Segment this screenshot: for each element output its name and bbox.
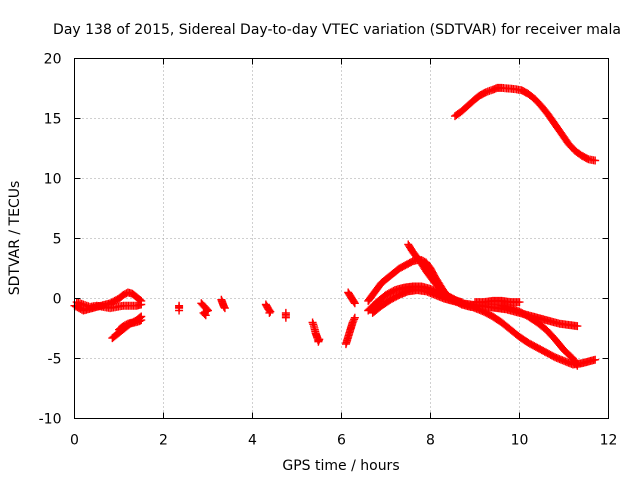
y-tick-label: 0: [53, 292, 62, 308]
grid: [74, 58, 609, 419]
data-point: [315, 335, 324, 344]
data-point: [175, 306, 184, 315]
x-tick-label: 6: [337, 433, 346, 449]
data-point: [281, 313, 290, 322]
data-point: [350, 298, 359, 307]
x-tick-label: 4: [248, 433, 257, 449]
data-point: [572, 360, 581, 369]
series-track-morning-b: [72, 298, 146, 313]
data-point: [515, 298, 524, 307]
x-tick-label: 0: [70, 433, 79, 449]
series-track-cluster-2.9: [197, 299, 212, 320]
data-point: [266, 307, 275, 316]
data-point: [220, 302, 229, 311]
series-track-morning-d: [115, 312, 146, 334]
x-tick-label: 8: [426, 433, 435, 449]
x-tick-label: 12: [600, 433, 618, 449]
data-point: [350, 315, 359, 324]
data-point: [201, 311, 210, 320]
data-point: [137, 300, 146, 309]
y-tick-label: -5: [48, 352, 62, 368]
series-track-cluster-6.2-b: [341, 313, 359, 349]
data-points: [70, 83, 600, 370]
y-tick-label: 10: [44, 172, 62, 188]
series-track-cluster-3.3: [217, 295, 229, 313]
data-point: [573, 322, 582, 331]
series-track-evening-flat: [471, 296, 524, 307]
data-point: [350, 313, 359, 322]
data-point: [220, 304, 229, 313]
y-axis-label: SDTVAR / TECUs: [7, 181, 23, 296]
chart-title: Day 138 of 2015, Sidereal Day-to-day VTE…: [53, 22, 621, 38]
axis-ticks: [74, 58, 609, 419]
x-tick-labels: 0 2 4 6 8 10 12: [70, 433, 617, 449]
series-track-evening-drop: [497, 301, 582, 370]
data-point: [265, 308, 274, 317]
data-point: [573, 361, 582, 370]
series-track-cluster-4.75: [281, 308, 290, 322]
data-point: [137, 312, 146, 321]
data-point: [136, 313, 145, 322]
series-track-evening-low: [368, 286, 582, 331]
series-track-cluster-6.2-a: [344, 288, 359, 308]
series-track-cluster-2.3: [175, 301, 184, 315]
data-point: [200, 310, 209, 319]
y-tick-label: 20: [44, 52, 62, 68]
y-tick-label: 5: [53, 232, 62, 248]
x-axis-label: GPS time / hours: [282, 458, 399, 474]
x-tick-label: 10: [511, 433, 529, 449]
data-point: [591, 156, 600, 165]
x-tick-label: 2: [159, 433, 168, 449]
y-tick-label: -10: [39, 412, 62, 428]
y-tick-label: 15: [44, 112, 62, 128]
data-point: [350, 299, 359, 308]
data-point: [591, 355, 600, 364]
series-track-high-evening: [450, 83, 600, 165]
series-track-cluster-4.35: [261, 300, 275, 317]
series-track-cluster-5.45: [308, 318, 324, 346]
y-tick-labels: -10 -5 0 5 10 15 20: [39, 52, 62, 428]
